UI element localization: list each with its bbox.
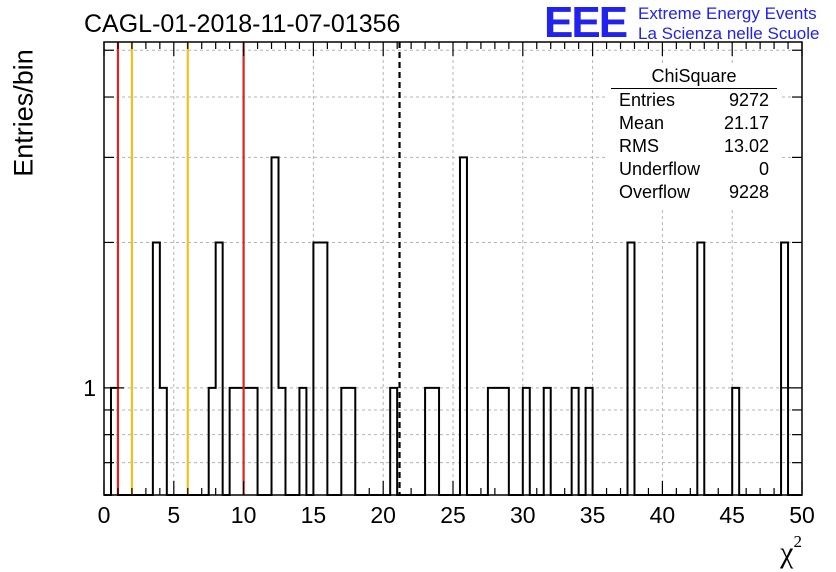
histogram-bin	[313, 242, 320, 495]
histogram-bin	[502, 388, 509, 495]
stats-box: ChiSquare Entries 9272 Mean 21.17 RMS 13.02…	[611, 64, 777, 204]
histogram-bin	[390, 388, 397, 495]
histogram-bin	[272, 157, 279, 495]
stats-title: ChiSquare	[611, 64, 777, 89]
histogram-bin	[251, 388, 258, 495]
histogram-bin	[320, 242, 327, 495]
histogram-bin	[216, 242, 223, 495]
stats-value: 9272	[728, 90, 769, 110]
stats-value: 9228	[728, 182, 769, 202]
histogram-bin	[628, 242, 635, 495]
stats-value: 0	[758, 159, 769, 179]
histogram-bin	[488, 388, 495, 495]
histogram-bin	[160, 388, 167, 495]
x-tick-label: 15	[301, 502, 327, 528]
logo-line-1: Extreme Energy Events	[638, 4, 817, 23]
histogram-bin	[299, 388, 306, 495]
histogram-bin	[697, 242, 704, 495]
stats-row: Underflow 0	[611, 158, 777, 181]
histogram-bin	[425, 388, 432, 495]
x-tick-label: 40	[650, 502, 676, 528]
stats-label: Underflow	[619, 159, 701, 179]
stats-value: 13.02	[723, 136, 769, 156]
chart-title: CAGL-01-2018-11-07-01356	[84, 10, 401, 38]
histogram-bin	[523, 388, 530, 495]
histogram-bin	[348, 388, 355, 495]
x-axis-label-symbol: χ	[780, 536, 794, 569]
x-tick-label: 5	[167, 502, 180, 528]
stats-row: RMS 13.02	[611, 135, 777, 158]
x-tick-label: 25	[440, 502, 466, 528]
stats-label: Mean	[619, 113, 665, 133]
histogram-bin	[781, 242, 788, 495]
eee-logo: EEE	[544, 0, 628, 47]
stats-value: 21.17	[723, 113, 769, 133]
x-tick-label: 35	[580, 502, 606, 528]
histogram-bin	[460, 157, 467, 495]
x-tick-label: 45	[719, 502, 745, 528]
stats-label: RMS	[619, 136, 659, 156]
histogram-outline	[104, 156, 802, 496]
logo-line-2: La Scienza nelle Scuole	[638, 24, 820, 43]
x-tick-label: 10	[231, 502, 257, 528]
histogram-bin	[279, 388, 286, 495]
stats-row: Entries 9272	[611, 89, 777, 112]
x-tick-label: 0	[98, 502, 111, 528]
y-tick-label: 1	[83, 375, 96, 401]
stats-label: Overflow	[619, 182, 691, 202]
histogram-bin	[544, 388, 551, 495]
histogram-bin	[586, 388, 593, 495]
x-tick-label: 50	[789, 502, 815, 528]
histogram-bin	[341, 388, 348, 495]
x-tick-label: 30	[510, 502, 536, 528]
histogram-bin	[732, 388, 739, 495]
x-tick-label: 20	[370, 502, 396, 528]
stats-label: Entries	[619, 90, 676, 110]
stats-row: Mean 21.17	[611, 112, 777, 135]
histogram-bin	[572, 388, 579, 495]
y-axis-label: Entries/bin	[8, 49, 39, 177]
x-axis-label-superscript: 2	[793, 532, 803, 551]
histogram-bin	[432, 388, 439, 495]
histogram-bin	[230, 388, 237, 495]
histogram-bin	[209, 388, 216, 495]
histogram-bin	[153, 242, 160, 495]
histogram-bin	[495, 388, 502, 495]
stats-row: Overflow 9228	[611, 181, 777, 204]
x-axis-label: χ2	[780, 532, 802, 570]
